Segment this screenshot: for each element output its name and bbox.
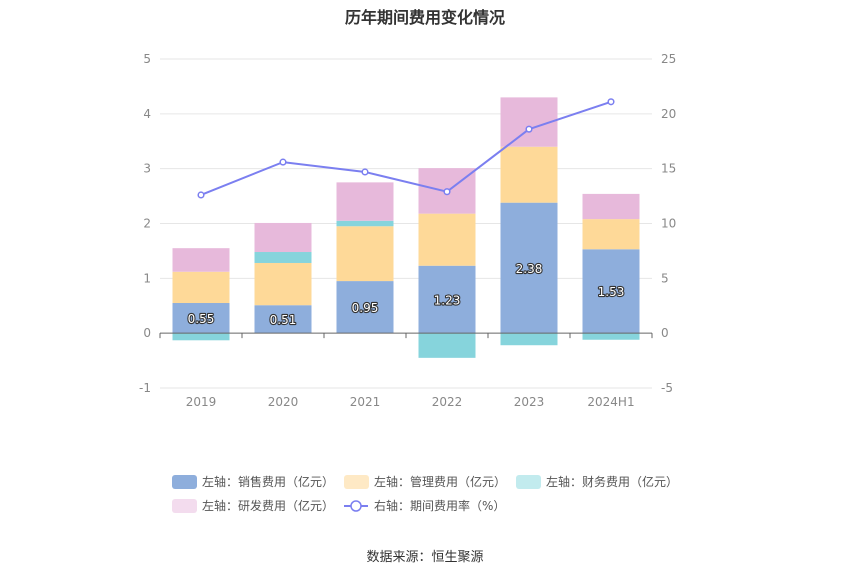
- category-label: 2020: [268, 395, 299, 409]
- left-tick-label: 0: [143, 326, 151, 340]
- legend-label: 右轴：期间费用率（%）: [374, 498, 505, 513]
- legend-label: 左轴：销售费用（亿元）: [202, 474, 334, 489]
- bar-segment: [172, 303, 230, 334]
- bar-segment: [500, 333, 558, 346]
- category-label: 2019: [186, 395, 217, 409]
- bar-segment: [172, 271, 230, 304]
- legend-label: 左轴：管理费用（亿元）: [374, 474, 506, 489]
- line-point: [197, 191, 205, 199]
- line-point: [279, 158, 287, 166]
- data-label: 0.51: [270, 313, 297, 327]
- right-tick-label: -5: [661, 381, 673, 395]
- data-label: 1.53: [598, 285, 625, 299]
- bar-segment: [254, 252, 312, 263]
- category-label: 2022: [432, 395, 463, 409]
- right-tick-label: 0: [661, 326, 669, 340]
- right-tick-label: 5: [661, 271, 669, 285]
- bar-segment: [336, 281, 394, 334]
- left-tick-label: 2: [143, 217, 151, 231]
- left-tick-label: 4: [143, 107, 151, 121]
- right-tick-label: 15: [661, 162, 676, 176]
- bar-segment: [500, 202, 558, 334]
- bar-segment: [254, 222, 312, 253]
- line-point: [607, 98, 615, 106]
- legend-swatch: [516, 475, 541, 489]
- category-label: 2023: [514, 395, 545, 409]
- legend-swatch: [344, 475, 369, 489]
- bar-segment: [254, 305, 312, 334]
- legend-label: 左轴：财务费用（亿元）: [546, 474, 678, 489]
- bar-segment: [500, 146, 558, 203]
- source-note: 数据来源：恒生聚源: [366, 550, 484, 565]
- line-point: [443, 188, 451, 196]
- bar-segment: [582, 333, 640, 340]
- line-series: [200, 100, 612, 196]
- left-tick-label: -1: [139, 381, 151, 395]
- bar-segment: [172, 333, 230, 341]
- bar-segment: [336, 220, 394, 227]
- bar-segment: [418, 333, 476, 358]
- right-tick-label: 10: [661, 217, 676, 231]
- bar-segment: [582, 219, 640, 250]
- line-point: [525, 125, 533, 133]
- data-label: 0.55: [188, 312, 215, 326]
- category-label: 2024H1: [587, 395, 634, 409]
- data-label: 1.23: [434, 293, 461, 307]
- legend-swatch-marker: [350, 500, 362, 512]
- bar-segment: [418, 265, 476, 334]
- left-tick-label: 5: [143, 52, 151, 66]
- left-tick-label: 3: [143, 162, 151, 176]
- legend-label: 左轴：研发费用（亿元）: [202, 498, 334, 513]
- bar-segment: [582, 193, 640, 220]
- legend-swatch: [172, 475, 197, 489]
- category-label: 2021: [350, 395, 381, 409]
- left-tick-label: 1: [143, 271, 151, 285]
- right-tick-label: 20: [661, 107, 676, 121]
- data-label: 2.38: [516, 262, 543, 276]
- legend-swatch: [172, 499, 197, 513]
- data-label: 0.95: [352, 301, 379, 315]
- bar-segment: [582, 249, 640, 334]
- bar-segment: [418, 213, 476, 266]
- bar-segment: [172, 248, 230, 272]
- bar-segment: [336, 226, 394, 282]
- right-tick-label: 25: [661, 52, 676, 66]
- bar-segment: [254, 262, 312, 306]
- line-point: [361, 168, 369, 176]
- bar-segment: [336, 182, 394, 221]
- chart-title: 历年期间费用变化情况: [344, 8, 505, 27]
